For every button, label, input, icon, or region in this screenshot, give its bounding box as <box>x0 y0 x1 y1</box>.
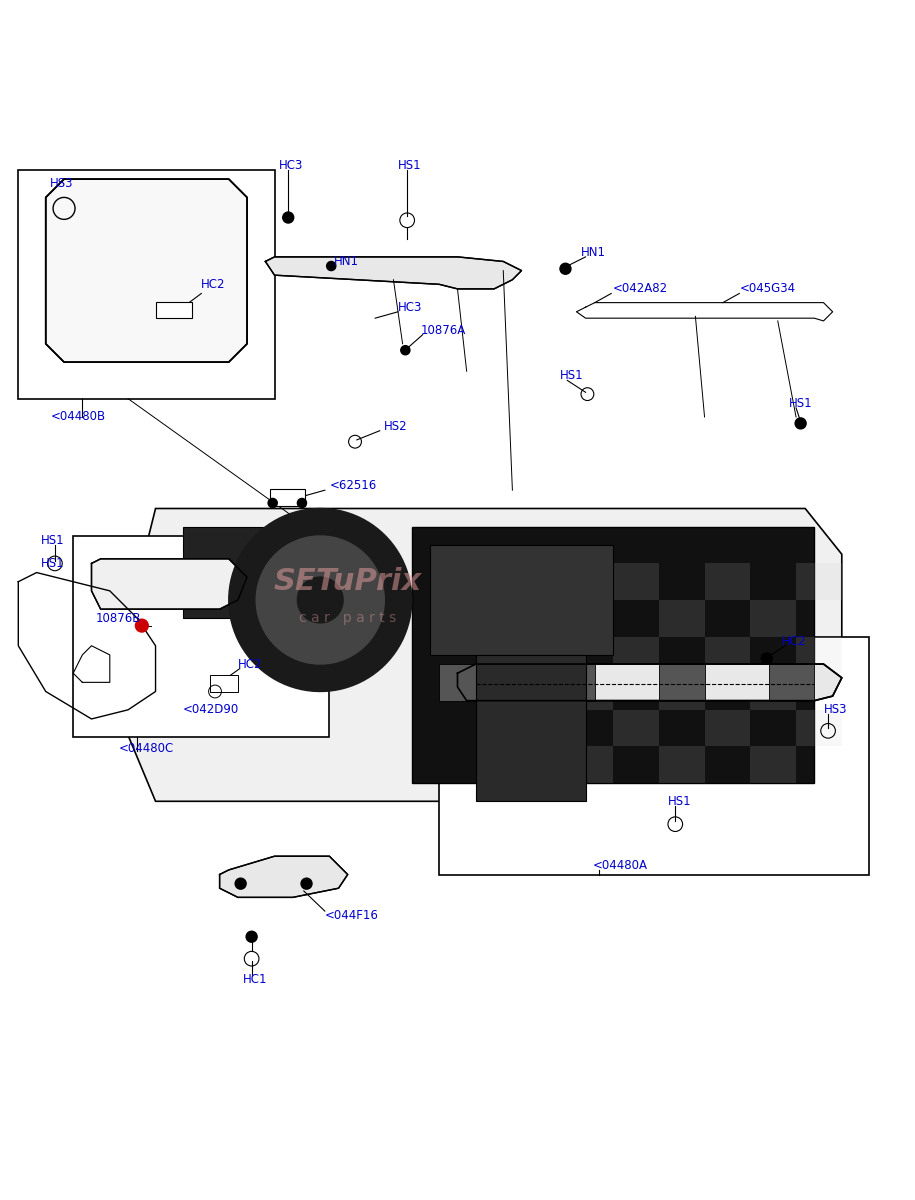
Bar <box>522 636 567 673</box>
Text: HC3: HC3 <box>279 158 304 172</box>
Text: HS1: HS1 <box>41 534 65 547</box>
Circle shape <box>761 653 772 664</box>
Polygon shape <box>220 857 348 898</box>
Bar <box>705 710 750 746</box>
Bar <box>750 746 796 782</box>
Text: <044F16: <044F16 <box>325 910 379 922</box>
Text: HC1: HC1 <box>242 973 267 986</box>
Polygon shape <box>256 536 384 664</box>
Bar <box>567 746 613 782</box>
Text: HS1: HS1 <box>398 158 422 172</box>
Bar <box>796 636 842 673</box>
Bar <box>156 301 192 318</box>
Polygon shape <box>458 664 842 701</box>
Text: <62516: <62516 <box>329 479 377 492</box>
Text: HC2: HC2 <box>238 658 263 671</box>
Text: <042A82: <042A82 <box>613 282 668 295</box>
Bar <box>439 636 869 875</box>
Circle shape <box>135 619 148 632</box>
Text: SETuPrix: SETuPrix <box>274 568 422 596</box>
Bar <box>659 664 705 701</box>
Polygon shape <box>110 509 842 802</box>
Text: <042D90: <042D90 <box>183 703 239 716</box>
Text: HS1: HS1 <box>41 557 65 570</box>
Circle shape <box>268 498 277 508</box>
Circle shape <box>301 878 312 889</box>
Bar <box>476 600 522 636</box>
Text: HS3: HS3 <box>824 703 847 716</box>
Circle shape <box>327 262 336 270</box>
Bar <box>705 563 750 600</box>
Text: c a r   p a r t s: c a r p a r t s <box>299 611 396 625</box>
Bar <box>659 673 705 710</box>
Bar <box>522 710 567 746</box>
Circle shape <box>560 263 571 275</box>
Text: HC2: HC2 <box>782 635 807 648</box>
Bar <box>549 664 595 701</box>
Bar <box>613 636 659 673</box>
Circle shape <box>401 346 410 355</box>
Text: HC3: HC3 <box>398 301 423 313</box>
Bar <box>412 527 814 782</box>
Polygon shape <box>92 559 247 610</box>
Bar <box>750 600 796 636</box>
Bar <box>567 673 613 710</box>
Bar <box>613 710 659 746</box>
Text: <04480B: <04480B <box>50 410 105 424</box>
Bar <box>18 170 274 398</box>
Text: HS2: HS2 <box>384 420 408 433</box>
Bar <box>430 545 613 655</box>
Bar <box>705 636 750 673</box>
Text: 10876A: 10876A <box>421 324 466 336</box>
Bar <box>73 536 329 737</box>
Bar <box>567 600 613 636</box>
Text: HS3: HS3 <box>50 178 74 190</box>
Bar <box>769 664 814 701</box>
Bar <box>439 664 485 701</box>
Bar <box>659 600 705 636</box>
Bar <box>750 673 796 710</box>
Text: HS1: HS1 <box>668 794 692 808</box>
Text: HN1: HN1 <box>581 246 606 259</box>
Text: 10876B: 10876B <box>96 612 142 625</box>
Bar <box>210 676 238 691</box>
Bar <box>476 746 522 782</box>
Bar <box>613 563 659 600</box>
Bar <box>270 490 305 505</box>
Bar <box>522 563 567 600</box>
Circle shape <box>246 931 257 942</box>
Text: HS1: HS1 <box>789 397 813 409</box>
Polygon shape <box>46 179 247 362</box>
Circle shape <box>297 498 307 508</box>
Circle shape <box>283 212 294 223</box>
Polygon shape <box>229 509 412 691</box>
Text: <04480C: <04480C <box>119 742 174 755</box>
Circle shape <box>297 577 343 623</box>
Polygon shape <box>265 257 522 289</box>
Bar <box>183 527 348 618</box>
Text: HS1: HS1 <box>560 370 584 383</box>
Bar <box>659 746 705 782</box>
Circle shape <box>235 878 246 889</box>
Bar <box>476 655 586 802</box>
Bar <box>796 563 842 600</box>
Text: <04480A: <04480A <box>593 859 648 872</box>
Text: <045G34: <045G34 <box>739 282 795 295</box>
Bar <box>476 673 522 710</box>
Bar <box>796 710 842 746</box>
Text: HN1: HN1 <box>334 254 359 268</box>
Circle shape <box>795 418 806 428</box>
Text: HC2: HC2 <box>201 278 226 290</box>
